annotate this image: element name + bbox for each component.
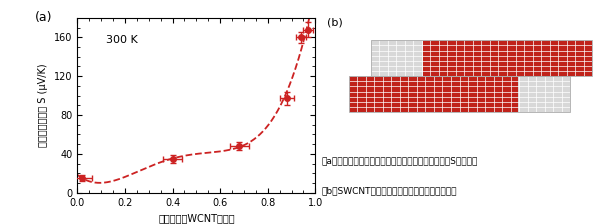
Bar	[349, 76, 518, 112]
Bar	[349, 76, 571, 112]
Text: 300 K: 300 K	[106, 35, 137, 45]
Text: (b): (b)	[327, 18, 343, 28]
Text: (a): (a)	[35, 11, 52, 24]
Bar	[518, 76, 571, 112]
Bar	[422, 40, 592, 76]
Bar	[371, 40, 422, 76]
X-axis label: 半導体型スWCNTの比率: 半導体型スWCNTの比率	[158, 213, 234, 223]
Bar	[371, 40, 592, 76]
Y-axis label: ゼーベック係数 S (μV/K): ゼーベック係数 S (μV/K)	[39, 63, 48, 147]
Text: （a）半導体型ナノチューブの割合とゼーベック係数Sの関係。: （a）半導体型ナノチューブの割合とゼーベック係数Sの関係。	[321, 157, 478, 166]
Text: （b）SWCNT随結合部の電子状態の様子（例）。: （b）SWCNT随結合部の電子状態の様子（例）。	[321, 186, 457, 195]
